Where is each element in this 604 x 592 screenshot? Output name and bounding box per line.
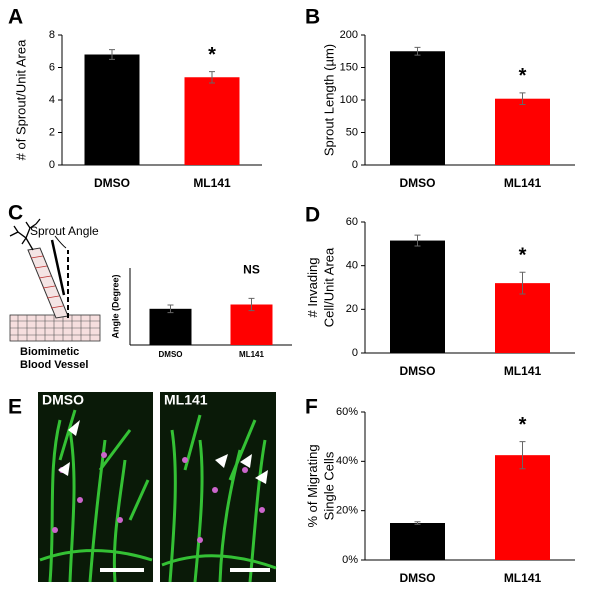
bar [84, 54, 140, 165]
y-axis-label: Sprout Length (µm) [321, 44, 336, 156]
x-tick-label: ML141 [504, 364, 542, 378]
bar [390, 51, 445, 165]
y-tick-label: 0 [49, 159, 55, 171]
bar [390, 240, 445, 353]
chart: 0 50 100 150 200 DMSO ML141 * Sprout Length (µm)… [305, 6, 575, 190]
x-tick-label: ML141 [239, 350, 264, 359]
annotation: * [519, 65, 527, 87]
y-tick-label: 20% [336, 505, 358, 517]
y-tick-label: 50 [346, 126, 358, 138]
error-bar [209, 71, 215, 84]
y-tick-label: 40% [336, 455, 358, 467]
annotation: * [519, 414, 527, 436]
chart: 0% 20% 40% 60% DMSO ML141 * % of Migrating Singl… [305, 396, 575, 585]
diagram-caption: Blood Vessel [20, 359, 88, 371]
chart: DMSO ML141 NS Angle (Degree) C [8, 202, 292, 359]
y-tick-label: 0 [352, 159, 358, 171]
chart: 0 20 40 60 DMSO ML141 * # Invading Cell/Unit Are… [305, 204, 575, 378]
y-tick-label: 8 [49, 29, 55, 41]
error-bar [167, 304, 174, 314]
x-tick-label: DMSO [159, 350, 183, 359]
error-bar [414, 521, 421, 525]
y-tick-label: 40 [346, 260, 358, 272]
error-bar [109, 49, 115, 60]
y-tick-label: 60% [336, 406, 358, 418]
y-tick-label: 100 [340, 94, 358, 106]
x-tick-label: ML141 [504, 176, 542, 190]
annotation: * [519, 244, 527, 266]
y-axis-label: % of Migrating [305, 444, 320, 527]
x-tick-label: DMSO [94, 176, 130, 190]
bar [149, 308, 192, 345]
error-bar [519, 441, 526, 470]
panel-letter: F [305, 396, 318, 419]
diagram-label: Sprout Angle [30, 224, 99, 238]
y-tick-label: 0% [342, 554, 358, 566]
panel-letter: D [305, 204, 320, 227]
y-tick-label: 4 [49, 94, 55, 106]
x-tick-label: ML141 [504, 571, 542, 585]
panel-letter: C [8, 202, 23, 225]
annotation: NS [243, 263, 260, 277]
bar [390, 523, 445, 560]
x-tick-label: DMSO [400, 571, 436, 585]
x-tick-label: DMSO [400, 176, 436, 190]
y-tick-label: 200 [340, 29, 358, 41]
annotation: * [208, 44, 216, 66]
micrograph-panel: E DMSO ML141 [8, 392, 277, 583]
error-bar [414, 234, 421, 247]
y-axis-label: Angle (Degree) [110, 274, 120, 338]
panel-letter: A [8, 6, 23, 29]
image-label: ML141 [164, 392, 208, 408]
error-bar [414, 46, 421, 56]
chart: 0 2 4 6 8 DMSO ML141 * # of Sprout/Unit Area A [8, 6, 262, 190]
image-label: DMSO [42, 392, 84, 408]
bar [184, 77, 240, 165]
error-bar [248, 297, 255, 312]
bar [230, 304, 273, 345]
vessel-diagram: Sprout Angle Biomimetic Blood Vessel [9, 218, 101, 371]
y-axis-label: Single Cells [322, 451, 337, 520]
panel-letter: E [8, 396, 22, 419]
bar [495, 283, 550, 353]
y-tick-label: 150 [340, 61, 358, 73]
y-tick-label: 0 [352, 347, 358, 359]
x-tick-label: DMSO [400, 364, 436, 378]
y-axis-label: Cell/Unit Area [322, 247, 337, 327]
bar [495, 455, 550, 560]
y-tick-label: 2 [49, 126, 55, 138]
y-axis-label: # Invading [305, 258, 320, 318]
y-tick-label: 60 [346, 216, 358, 228]
panel-letter: B [305, 6, 320, 29]
y-tick-label: 20 [346, 303, 358, 315]
error-bar [519, 271, 526, 295]
bar [495, 98, 550, 165]
diagram-caption: Biomimetic [20, 346, 79, 358]
y-axis-label: # of Sprout/Unit Area [13, 39, 28, 160]
x-tick-label: ML141 [193, 176, 231, 190]
y-tick-label: 6 [49, 61, 55, 73]
error-bar [519, 92, 526, 106]
